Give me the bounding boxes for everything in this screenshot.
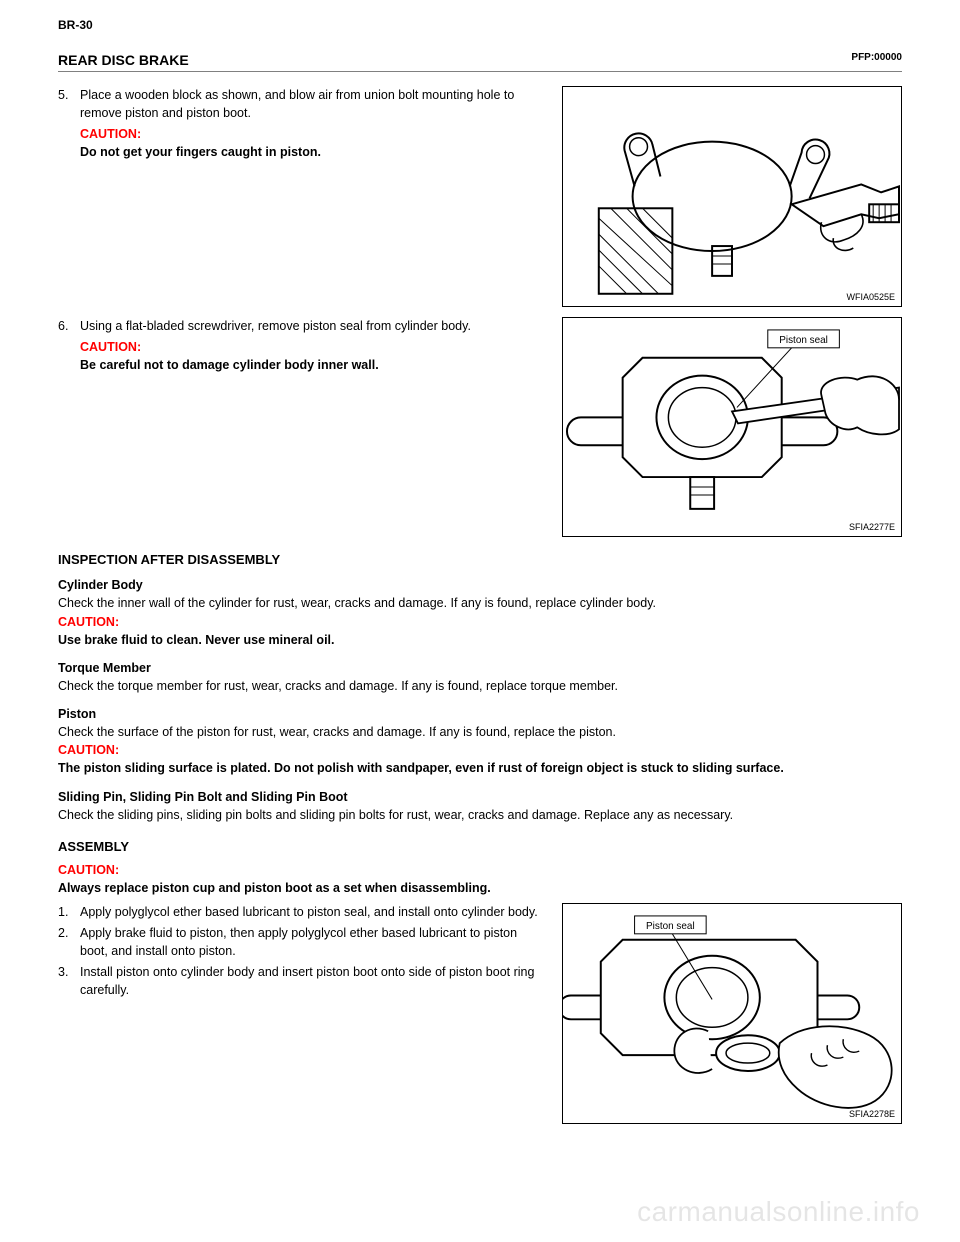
section-title-left: REAR DISC BRAKE — [58, 52, 189, 68]
assem-step1-text: Apply polyglycol ether based lubricant t… — [80, 903, 542, 921]
slide-text: Check the sliding pins, sliding pin bolt… — [58, 806, 902, 824]
assembly-caution-text: Always replace piston cup and piston boo… — [58, 879, 902, 897]
figure-2-label: Piston seal — [779, 335, 828, 346]
inspection-title: INSPECTION AFTER DISASSEMBLY — [58, 551, 902, 570]
cylinder-body-title: Cylinder Body — [58, 576, 902, 594]
torque-text: Check the torque member for rust, wear, … — [58, 677, 902, 695]
cyl-caution-label: CAUTION: — [58, 615, 119, 629]
page-number: BR-30 — [58, 18, 93, 32]
figure-1-tag: WFIA0525E — [846, 292, 895, 302]
step6-caution-label: CAUTION: — [80, 340, 141, 354]
slide-title: Sliding Pin, Sliding Pin Bolt and Slidin… — [58, 788, 902, 806]
assem-step3-text: Install piston onto cylinder body and in… — [80, 963, 542, 999]
torque-title: Torque Member — [58, 659, 902, 677]
assem-step2-num: 2. — [58, 924, 80, 960]
piston-title: Piston — [58, 705, 902, 723]
cylinder-body-text: Check the inner wall of the cylinder for… — [58, 594, 902, 612]
assem-step2-text: Apply brake fluid to piston, then apply … — [80, 924, 542, 960]
assembly-title: ASSEMBLY — [58, 838, 902, 857]
cyl-caution-text: Use brake fluid to clean. Never use mine… — [58, 631, 902, 649]
step6-caution-text: Be careful not to damage cylinder body i… — [80, 356, 542, 374]
step5-text: Place a wooden block as shown, and blow … — [80, 86, 542, 122]
assem-step1-num: 1. — [58, 903, 80, 921]
figure-2-tag: SFIA2277E — [849, 522, 895, 532]
step5-caution-label: CAUTION: — [80, 127, 141, 141]
piston-text: Check the surface of the piston for rust… — [58, 723, 902, 741]
piston-caution-text: The piston sliding surface is plated. Do… — [58, 759, 902, 777]
section-title-right: PFP:00000 — [851, 52, 902, 68]
watermark: carmanualsonline.info — [637, 1196, 920, 1228]
assem-step3-num: 3. — [58, 963, 80, 999]
figure-1: WFIA0525E — [562, 86, 902, 307]
piston-caution-label: CAUTION: — [58, 743, 119, 757]
step6-number: 6. — [58, 317, 80, 335]
figure-3-label: Piston seal — [646, 921, 695, 932]
figure-3: Piston seal — [562, 903, 902, 1124]
assembly-caution-label: CAUTION: — [58, 863, 119, 877]
figure-2: Piston seal SFIA22 — [562, 317, 902, 538]
step5-number: 5. — [58, 86, 80, 122]
step6-text: Using a flat-bladed screwdriver, remove … — [80, 317, 542, 335]
figure-3-tag: SFIA2278E — [849, 1109, 895, 1119]
step5-caution-text: Do not get your fingers caught in piston… — [80, 143, 542, 161]
section-header: REAR DISC BRAKE PFP:00000 — [58, 52, 902, 72]
